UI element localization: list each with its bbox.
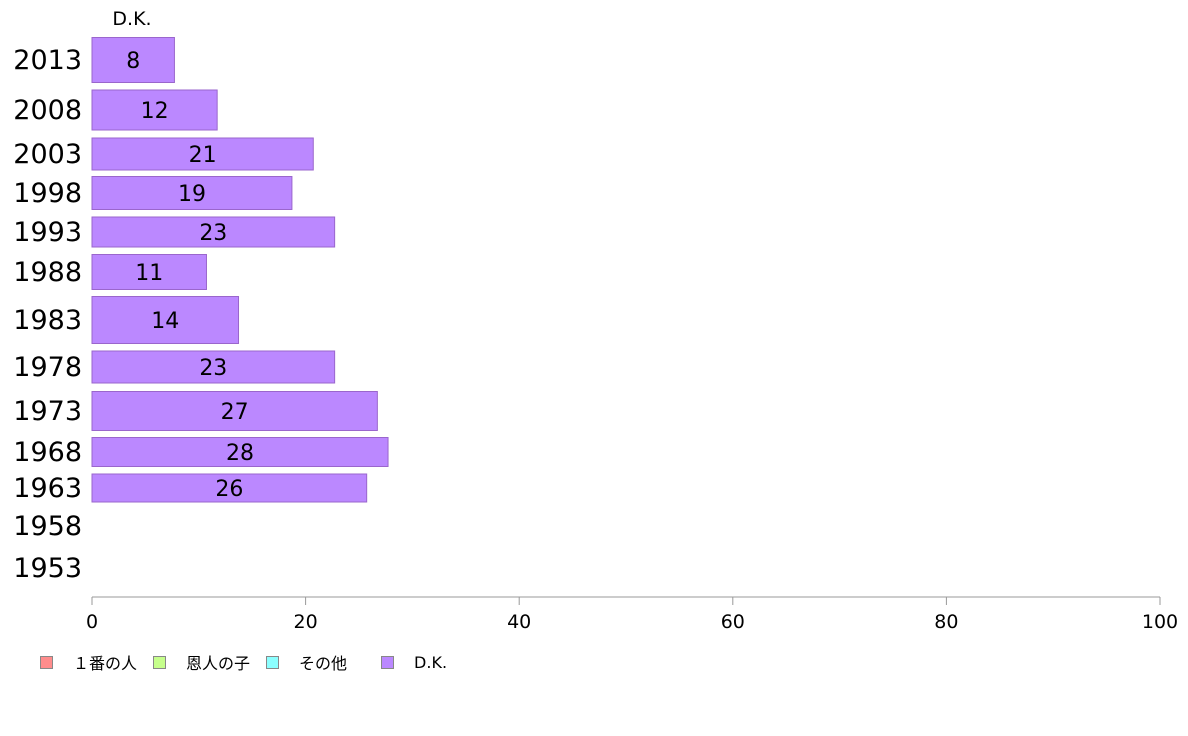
data-label: 23 bbox=[199, 356, 227, 381]
bar bbox=[91, 296, 240, 344]
category-label: 2003 bbox=[13, 139, 82, 170]
x-tick-label: 20 bbox=[294, 611, 318, 633]
legend-item: D.K. bbox=[381, 653, 447, 672]
legend-swatch-4 bbox=[381, 655, 395, 669]
legend-label: その他 bbox=[299, 654, 348, 673]
bar bbox=[91, 254, 207, 290]
bar bbox=[91, 437, 389, 467]
data-label: 19 bbox=[178, 182, 206, 207]
data-label: 21 bbox=[189, 143, 217, 168]
legend-item: 恩人の子 bbox=[153, 650, 250, 674]
category-label: 2008 bbox=[13, 95, 82, 126]
legend-label: １番の人 bbox=[73, 654, 138, 673]
x-tick-label: 80 bbox=[934, 611, 958, 633]
category-label: 2013 bbox=[13, 45, 82, 76]
category-label: 1998 bbox=[13, 178, 82, 209]
x-tick-label: 60 bbox=[721, 611, 745, 633]
x-tick-label: 40 bbox=[507, 611, 531, 633]
bar bbox=[91, 391, 378, 431]
bar bbox=[91, 37, 175, 83]
legend-swatch-3 bbox=[266, 655, 280, 669]
category-label: 1958 bbox=[13, 511, 82, 542]
bar bbox=[91, 473, 368, 503]
data-label: 27 bbox=[221, 400, 249, 425]
data-label: 11 bbox=[135, 261, 163, 286]
x-axis: 0 20 40 60 80 100 bbox=[86, 596, 1178, 633]
category-label: 1988 bbox=[13, 257, 82, 288]
data-label: 12 bbox=[141, 99, 169, 124]
legend-swatch-2 bbox=[153, 655, 167, 669]
legend-label: 恩人の子 bbox=[186, 654, 251, 673]
data-label: 8 bbox=[126, 49, 140, 74]
data-label: 26 bbox=[215, 477, 243, 502]
y-axis-labels: 2013 2008 2003 1998 1993 1988 1983 1978 1973 1968… bbox=[13, 45, 82, 584]
data-label: 23 bbox=[199, 221, 227, 246]
data-label: 14 bbox=[151, 309, 179, 334]
bar bbox=[91, 137, 314, 171]
legend-label: D.K. bbox=[414, 652, 448, 672]
category-label: 1953 bbox=[13, 553, 82, 584]
x-tick-label: 100 bbox=[1142, 611, 1178, 633]
category-label: 1963 bbox=[13, 473, 82, 504]
category-label: 1978 bbox=[13, 352, 82, 383]
data-label: 28 bbox=[226, 441, 254, 466]
top-series-label: D.K. bbox=[112, 8, 151, 30]
legend-item: その他 bbox=[266, 650, 347, 674]
category-label: 1983 bbox=[13, 305, 82, 336]
category-label: 1968 bbox=[13, 437, 82, 468]
bar bbox=[91, 350, 336, 384]
bar-group: 812 21 19 23 11 14 23 27 28 26 bbox=[91, 37, 389, 503]
legend-item: １番の人 bbox=[40, 650, 137, 674]
x-tick-label: 0 bbox=[86, 611, 98, 633]
category-label: 1993 bbox=[13, 217, 82, 248]
bar bbox=[91, 176, 293, 210]
bar bbox=[91, 89, 218, 131]
bar bbox=[91, 216, 336, 248]
legend: １番の人 恩人の子 その他 D.K. bbox=[40, 650, 463, 674]
legend-swatch-1 bbox=[40, 655, 53, 669]
category-label: 1973 bbox=[13, 396, 82, 427]
